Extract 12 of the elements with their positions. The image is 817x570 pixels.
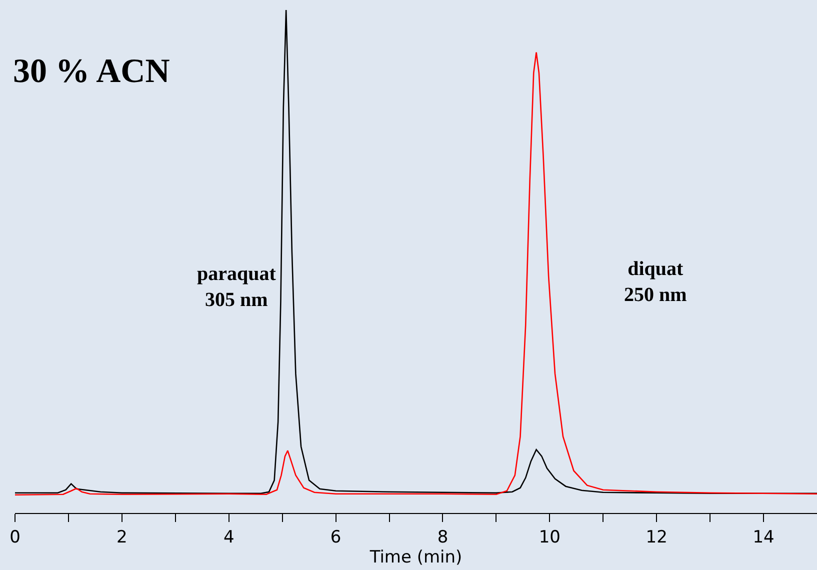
x-tick-label: 14 xyxy=(752,527,774,548)
x-tick-label: 12 xyxy=(646,527,668,548)
x-tick-label: 2 xyxy=(116,527,128,548)
annotation: paraquat 305 nm xyxy=(197,263,276,311)
x-tick-label: 0 xyxy=(10,527,20,548)
x-tick-label: 10 xyxy=(538,527,560,548)
x-tick-label: 8 xyxy=(437,527,448,548)
x-tick-label: 6 xyxy=(330,527,342,548)
x-tick-label: 4 xyxy=(223,527,234,548)
text: 30 % ACN xyxy=(13,53,170,90)
annotation: diquat 250 nm xyxy=(624,258,688,306)
x-axis-title: Time (min) xyxy=(368,547,462,568)
